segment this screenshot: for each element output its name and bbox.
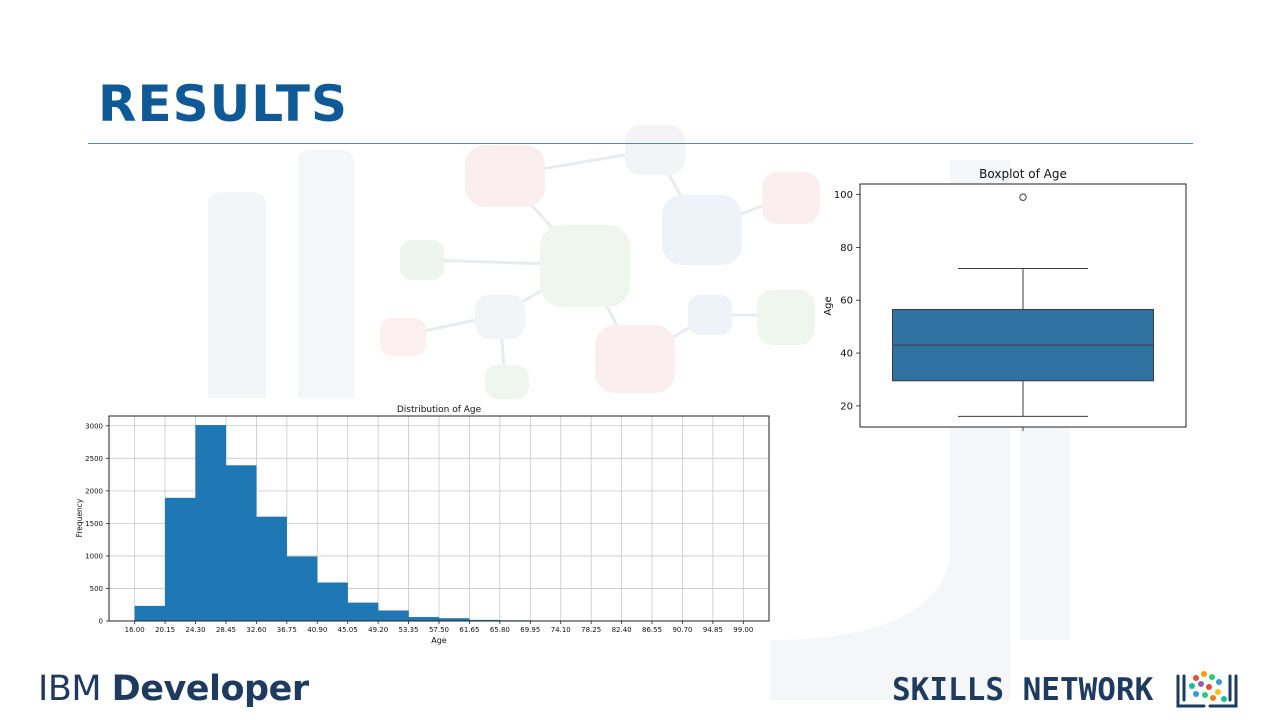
histogram-x-tick-label: 45.05 <box>338 626 358 634</box>
histogram-bar <box>347 602 379 622</box>
histogram-y-tick-label: 1500 <box>85 520 103 528</box>
boxplot-y-tick-label: 100 <box>834 190 853 201</box>
skills-network-book-icon <box>1176 671 1238 708</box>
boxplot-y-tick-label: 60 <box>840 296 853 307</box>
histogram-x-tick-label: 74.10 <box>551 626 571 634</box>
boxplot-y-axis-label: Age <box>823 296 834 315</box>
histogram-y-tick-label: 1000 <box>85 552 103 560</box>
histogram-y-ticks: 0 500 1000 1500 2000 2500 3000 <box>85 422 109 626</box>
histogram-y-tick-label: 3000 <box>85 422 103 430</box>
slide-title: RESULTS <box>98 75 348 133</box>
histogram-bar <box>408 616 440 622</box>
boxplot-outlier <box>1019 193 1027 201</box>
histogram-x-tick-label: 65.80 <box>490 626 510 634</box>
histogram-x-tick-label: 28.45 <box>216 626 236 634</box>
histogram-x-tick-label: 99.00 <box>733 626 753 634</box>
histogram-y-tick-label: 500 <box>90 585 103 593</box>
boxplot-chart: Boxplot of Age Age 20 40 60 80 100 <box>823 167 1187 431</box>
boxplot-y-tick-label: 80 <box>840 243 853 254</box>
histogram-x-tick-label: 86.55 <box>642 626 662 634</box>
histogram-x-tick-label: 16.00 <box>125 626 145 634</box>
histogram-x-tick-label: 90.70 <box>672 626 692 634</box>
histogram-bar <box>225 465 257 622</box>
histogram-bar <box>286 556 318 622</box>
boxplot-marks <box>892 193 1154 431</box>
histogram-y-tick-label: 2000 <box>85 487 103 495</box>
boxplot-y-tick-label: 20 <box>840 401 853 412</box>
histogram-y-tick-label: 0 <box>99 618 103 626</box>
histogram-bar <box>377 610 409 622</box>
boxplot-y-ticks: 20 40 60 80 100 <box>834 190 860 412</box>
histogram-x-tick-label: 20.15 <box>155 626 175 634</box>
histogram-x-tick-label: 78.25 <box>581 626 601 634</box>
histogram-x-tick-label: 24.30 <box>186 626 206 634</box>
developer-logo-text: Developer <box>111 669 309 709</box>
histogram-y-axis-label: Frequency <box>75 498 84 537</box>
histogram-x-tick-label: 53.35 <box>399 626 419 634</box>
histogram-x-tick-label: 82.40 <box>612 626 632 634</box>
histogram-x-tick-label: 40.90 <box>307 626 327 634</box>
histogram-x-tick-label: 94.85 <box>703 626 723 634</box>
histogram-x-ticks: 16.00 20.15 24.30 28.45 32.60 36.75 40.90 45.05… <box>125 621 753 634</box>
histogram-x-tick-label: 36.75 <box>277 626 297 634</box>
histogram-chart: Distribution of Age Age Frequency 16.00 2… <box>75 405 770 645</box>
histogram-bar <box>195 424 227 622</box>
histogram-bar <box>164 497 196 622</box>
histogram-x-tick-label: 57.50 <box>429 626 449 634</box>
histogram-title: Distribution of Age <box>397 405 482 415</box>
skills-network-logo: SKILLS NETWORK <box>892 672 1154 708</box>
histogram-x-tick-label: 32.60 <box>246 626 266 634</box>
histogram-x-axis-label: Age <box>431 636 447 645</box>
boxplot-y-tick-label: 40 <box>840 349 853 360</box>
histogram-bar <box>256 516 287 622</box>
histogram-bar <box>134 605 166 622</box>
boxplot-title: Boxplot of Age <box>979 167 1067 181</box>
histogram-y-tick-label: 2500 <box>85 455 103 463</box>
histogram-x-tick-label: 49.20 <box>368 626 388 634</box>
histogram-x-tick-label: 69.95 <box>520 626 540 634</box>
title-divider <box>88 143 1193 144</box>
ibm-logo-text: IBM <box>38 669 112 709</box>
histogram-bar <box>317 582 348 622</box>
ibm-developer-logo: IBM Developer <box>38 666 309 712</box>
histogram-x-tick-label: 61.65 <box>459 626 479 634</box>
